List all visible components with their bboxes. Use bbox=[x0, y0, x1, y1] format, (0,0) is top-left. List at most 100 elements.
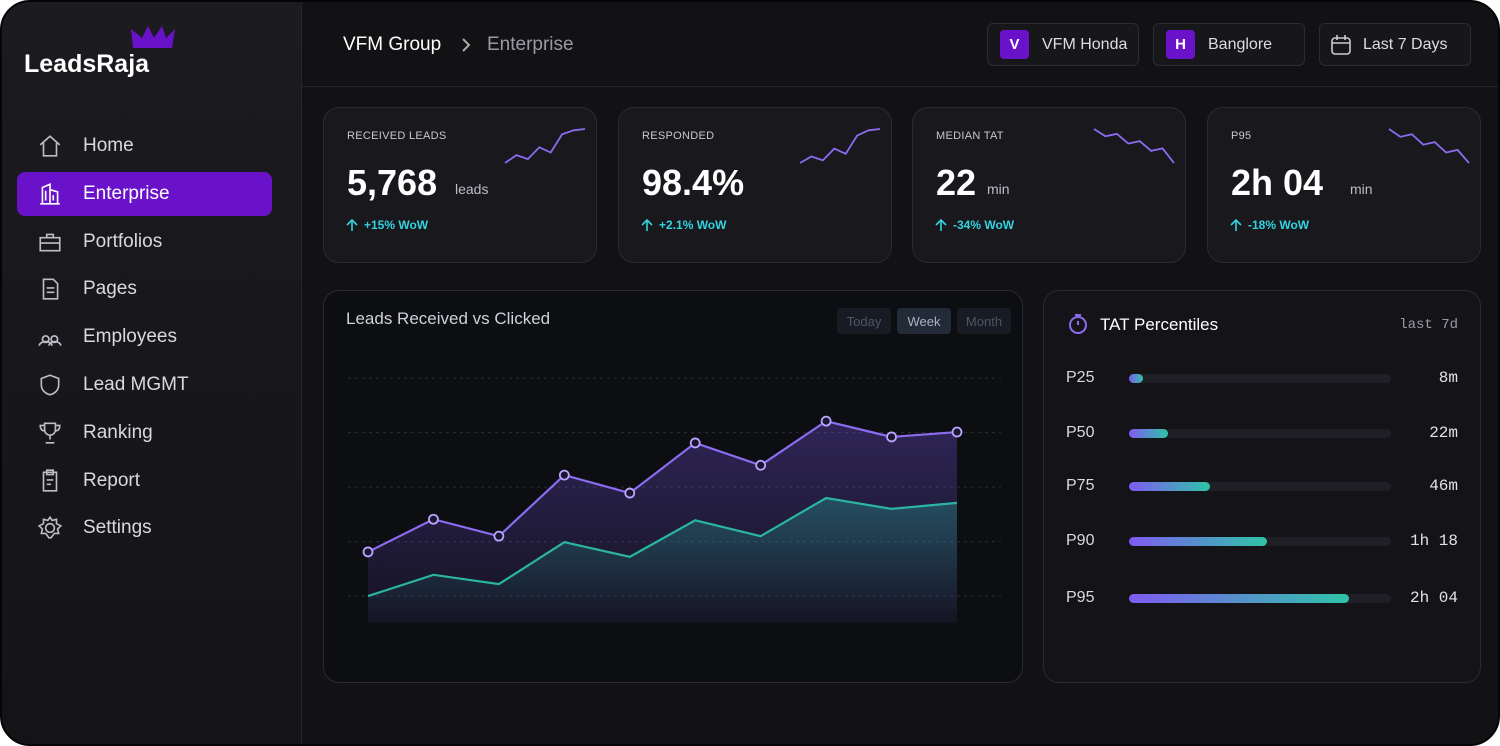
filter[interactable]: V VFM Honda bbox=[987, 23, 1139, 66]
value-label: 1h 18 bbox=[1409, 532, 1458, 550]
plot bbox=[348, 377, 1001, 623]
series-line bbox=[367, 496, 958, 598]
bar bbox=[1129, 429, 1168, 438]
series-point bbox=[689, 437, 701, 449]
kpi-change: -18% WoW bbox=[1248, 218, 1310, 232]
breadcrumb[interactable]: VFM Group bbox=[343, 34, 442, 55]
nav-label: Ranking bbox=[83, 421, 153, 443]
bar-track bbox=[1129, 429, 1391, 438]
filter-label: Banglore bbox=[1208, 35, 1273, 53]
nav-label: Settings bbox=[83, 517, 152, 539]
nav-label: Lead MGMT bbox=[83, 374, 189, 395]
nav-icon-path bbox=[40, 374, 60, 396]
nav-icon bbox=[39, 233, 61, 252]
timer-icon bbox=[1069, 314, 1087, 334]
kpi-label: P95 bbox=[1231, 130, 1252, 142]
bar bbox=[1129, 374, 1144, 383]
kpi-arrow bbox=[1230, 218, 1242, 231]
nav-icon-path bbox=[38, 335, 62, 347]
nav-icon bbox=[38, 335, 62, 347]
nav-item[interactable]: Report bbox=[17, 459, 272, 503]
nav-icon bbox=[39, 135, 61, 157]
kpi-value: 2h 04 bbox=[1231, 162, 1324, 203]
kpi-unit: min bbox=[987, 181, 1010, 197]
series-line bbox=[367, 419, 958, 553]
kpi-unit: min bbox=[1350, 181, 1373, 197]
calendar-icon bbox=[1331, 34, 1351, 55]
kpi-value: 98.4% bbox=[642, 162, 745, 203]
nav-icon-path bbox=[42, 468, 58, 492]
nav-label: Pages bbox=[83, 278, 137, 300]
series-point bbox=[624, 487, 636, 499]
series-point bbox=[558, 469, 570, 481]
nav-item[interactable]: Enterprise bbox=[17, 171, 272, 216]
series-point bbox=[886, 431, 897, 443]
nav-item[interactable]: Settings bbox=[17, 506, 272, 550]
range-tab[interactable]: Week bbox=[897, 308, 951, 334]
series-point bbox=[493, 530, 505, 542]
nav-icon bbox=[42, 278, 59, 300]
nav-label: Home bbox=[83, 135, 134, 156]
nav-icon-path bbox=[39, 422, 61, 444]
kpi-change: -34% WoW bbox=[953, 218, 1015, 232]
series-area bbox=[368, 497, 957, 623]
date-filter[interactable]: Last 7 Days bbox=[1319, 23, 1471, 66]
filter-label: Last 7 Days bbox=[1363, 35, 1448, 53]
sparkline-line bbox=[1388, 128, 1470, 164]
percentile-label: P95 bbox=[1066, 589, 1095, 606]
kpi-card: RESPONDED 98.4% +2.1% WoW bbox=[618, 107, 892, 263]
kpi-arrow-path bbox=[935, 218, 947, 231]
bar bbox=[1129, 482, 1211, 491]
series-point bbox=[755, 459, 767, 471]
kpi-arrow-path bbox=[346, 218, 358, 231]
value-label: 22m bbox=[1429, 424, 1458, 442]
value-label: 2h 04 bbox=[1409, 589, 1458, 607]
bar-track bbox=[1129, 374, 1391, 383]
kpi-arrow-path bbox=[1230, 218, 1242, 231]
kpi-label: RECEIVED LEADS bbox=[347, 130, 447, 142]
tat-card: TAT Percentiles last 7d P25 8m P50 22m P75 46… bbox=[1043, 290, 1481, 683]
filter-badge: V bbox=[1000, 30, 1029, 59]
kpi-card: RECEIVED LEADS 5,768 leads +15% WoW bbox=[323, 107, 597, 263]
tat-title: TAT Percentiles bbox=[1100, 315, 1219, 334]
tat-subtitle: last 7d bbox=[1399, 317, 1458, 333]
nav-item[interactable]: Home bbox=[17, 124, 272, 168]
nav-item[interactable]: Lead MGMT bbox=[17, 363, 272, 407]
nav-icon bbox=[42, 468, 58, 492]
kpi-change: +2.1% WoW bbox=[659, 218, 727, 232]
breadcrumb: Enterprise bbox=[487, 34, 574, 55]
nav-icon bbox=[37, 516, 63, 539]
kpi-arrow bbox=[346, 218, 358, 231]
sparkline-line bbox=[504, 128, 586, 164]
nav-item[interactable]: Employees bbox=[17, 315, 272, 359]
bar-track bbox=[1129, 482, 1391, 491]
value-label: 46m bbox=[1429, 477, 1458, 495]
percentile-label: P50 bbox=[1066, 424, 1095, 441]
kpi-arrow bbox=[641, 218, 653, 231]
nav-label: Enterprise bbox=[83, 182, 170, 204]
percentile-label: P75 bbox=[1066, 477, 1095, 494]
kpi-card: P95 2h 04 min -18% WoW bbox=[1207, 107, 1481, 263]
nav-item[interactable]: Portfolios bbox=[17, 220, 272, 264]
nav-icon bbox=[39, 422, 61, 444]
sidebar: LeadsRaja Home Enterprise Portfolios Pages E… bbox=[2, 2, 302, 744]
bar bbox=[1129, 594, 1349, 603]
filter-badge: H bbox=[1166, 30, 1195, 59]
nav-item[interactable]: Ranking bbox=[17, 411, 272, 455]
nav-label: Portfolios bbox=[83, 230, 163, 252]
sparkline bbox=[1388, 128, 1470, 164]
kpi-arrow bbox=[935, 218, 947, 231]
chart-card: Leads Received vs Clicked Today Week Month bbox=[323, 290, 1023, 683]
range-tab[interactable]: Month bbox=[957, 308, 1011, 334]
sparkline bbox=[504, 128, 586, 164]
kpi-value: 22 bbox=[936, 162, 977, 203]
chart-title: Leads Received vs Clicked bbox=[346, 309, 551, 328]
kpi-card: MEDIAN TAT 22 min -34% WoW bbox=[912, 107, 1186, 263]
range-tab[interactable]: Today bbox=[837, 308, 891, 334]
bar bbox=[1129, 537, 1268, 546]
filter[interactable]: H Banglore bbox=[1153, 23, 1305, 66]
nav-item[interactable]: Pages bbox=[17, 267, 272, 311]
value-label: 8m bbox=[1438, 369, 1458, 387]
nav-icon-path bbox=[37, 516, 63, 539]
